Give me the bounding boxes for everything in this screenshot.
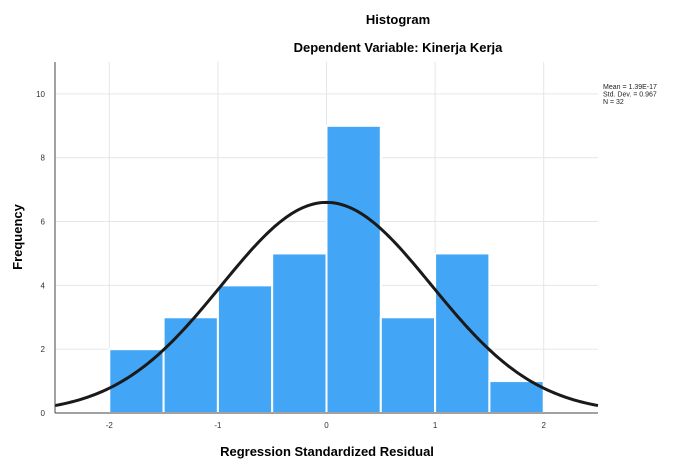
- x-tick-label: 0: [324, 421, 329, 430]
- histogram-bar: [434, 252, 491, 414]
- x-tick-labels: -2 -1 0 1 2: [106, 421, 547, 430]
- axes: [54, 62, 598, 414]
- chart-subtitle: Dependent Variable: Kinerja Kerja: [294, 40, 504, 55]
- x-tick-label: -2: [106, 421, 114, 430]
- histogram-bar: [488, 380, 545, 415]
- histogram-bars: [108, 124, 545, 415]
- x-tick-label: 2: [541, 421, 546, 430]
- y-tick-label: 4: [41, 281, 46, 290]
- x-tick-label: 1: [433, 421, 438, 430]
- histogram-bar: [162, 316, 219, 415]
- y-axis-label: Frequency: [10, 203, 25, 270]
- stats-line: Std. Dev. = 0.967: [603, 92, 657, 99]
- y-tick-label: 6: [41, 218, 46, 227]
- x-axis-label: Regression Standardized Residual: [220, 444, 434, 459]
- y-tick-label: 8: [41, 154, 46, 163]
- y-tick-label: 2: [41, 345, 46, 354]
- histogram-bar: [325, 124, 382, 415]
- histogram-bar: [216, 284, 274, 415]
- y-tick-labels: 0 2 4 6 8 10: [36, 90, 45, 418]
- normal-curve: [54, 200, 599, 408]
- x-tick-label: -1: [214, 421, 222, 430]
- histogram-bar: [379, 316, 437, 415]
- histogram-bar: [271, 252, 328, 414]
- stats-line: N = 32: [603, 99, 624, 106]
- chart-title: Histogram: [366, 12, 430, 27]
- y-tick-label: 10: [36, 90, 45, 99]
- y-tick-label: 0: [41, 409, 46, 418]
- stats-line: Mean = 1.39E-17: [603, 84, 657, 91]
